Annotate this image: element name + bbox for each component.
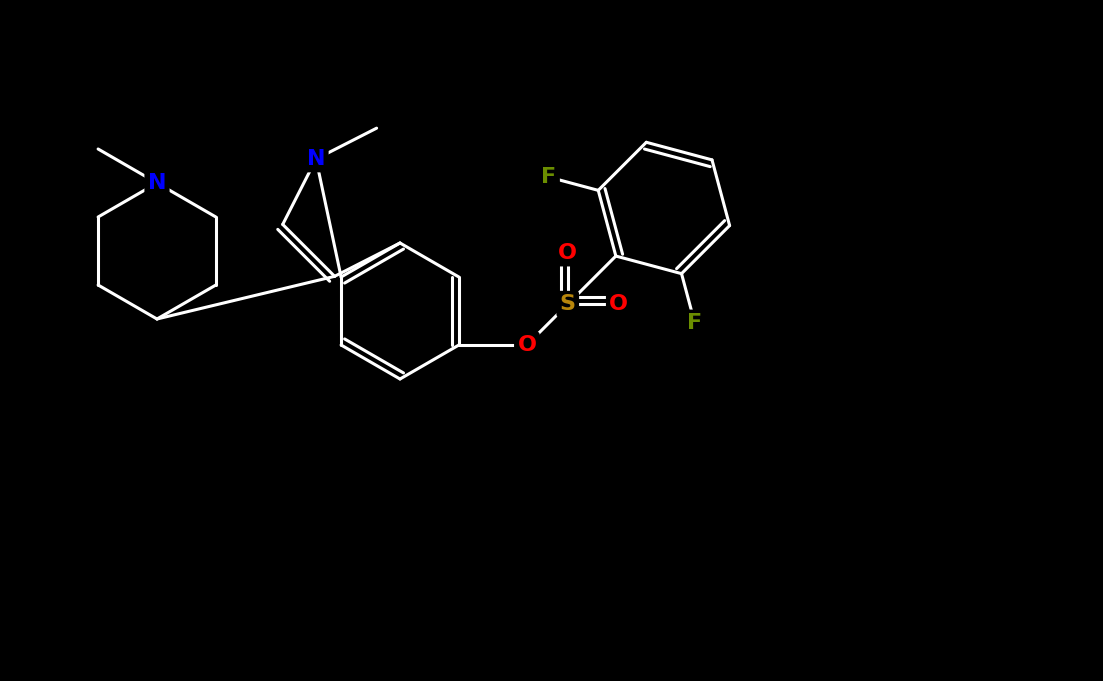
Text: O: O (609, 294, 629, 314)
Text: F: F (542, 167, 557, 187)
Text: F: F (687, 313, 703, 333)
Text: O: O (558, 243, 577, 263)
Text: S: S (559, 294, 576, 314)
Text: N: N (148, 173, 167, 193)
Text: O: O (517, 335, 536, 355)
Text: N: N (307, 149, 325, 169)
